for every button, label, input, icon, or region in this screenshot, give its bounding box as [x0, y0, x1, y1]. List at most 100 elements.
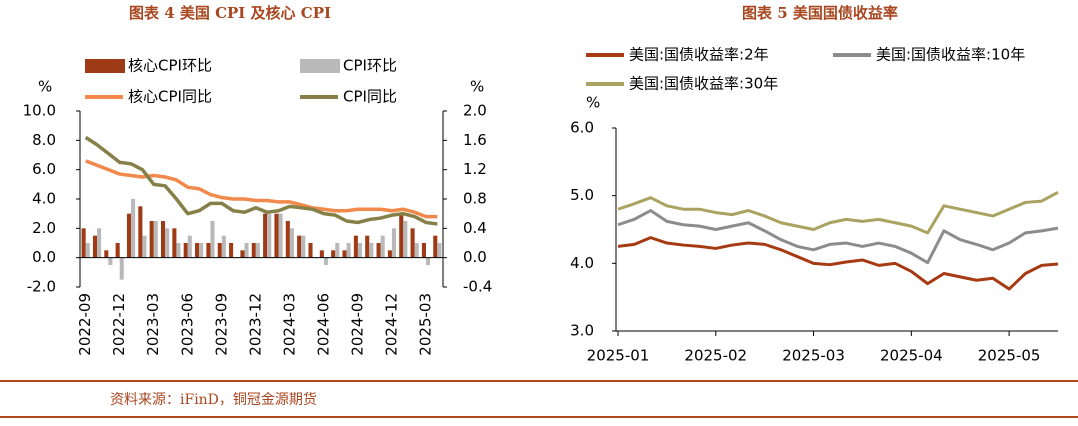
- bar: [126, 213, 132, 258]
- legend-label: 美国:国债收益率:2年: [629, 46, 769, 64]
- bar: [319, 250, 324, 258]
- bar: [85, 243, 90, 258]
- y2-tick-label: -0.4: [463, 278, 492, 296]
- legend-label: CPI同比: [343, 88, 397, 106]
- bar: [108, 257, 113, 265]
- y-axis-unit: %: [586, 94, 600, 112]
- x-tick-label: 2025-03: [782, 347, 845, 365]
- legend-label: 美国:国债收益率:30年: [629, 75, 778, 93]
- bar: [210, 221, 215, 258]
- y-tick-label: 3.0: [570, 322, 594, 340]
- bar: [301, 235, 306, 258]
- bar: [183, 243, 188, 258]
- y-tick-label: 6.0: [570, 119, 594, 137]
- line: [85, 159, 438, 219]
- bar: [342, 250, 347, 258]
- bar: [278, 213, 283, 258]
- bar: [81, 228, 86, 258]
- bar: [251, 243, 256, 258]
- y-axis-unit: %: [38, 78, 52, 96]
- bar: [331, 250, 336, 258]
- bar: [421, 243, 426, 258]
- y-tick-label: 4.0: [570, 254, 594, 272]
- bar: [353, 235, 358, 258]
- bar: [425, 257, 431, 265]
- legend-swatch: [85, 59, 125, 73]
- x-tick-label: 2025-02: [684, 347, 747, 365]
- bar: [206, 243, 211, 258]
- x-tick-label: 2022-12: [110, 293, 128, 356]
- bar: [97, 228, 102, 258]
- line: [617, 190, 1059, 235]
- y2-tick-label: 2.0: [463, 102, 487, 120]
- bar: [335, 243, 340, 258]
- y2-tick-label: 0.8: [463, 190, 487, 208]
- x-tick-label: 2023-12: [246, 293, 264, 356]
- line: [617, 236, 1059, 291]
- bar: [229, 243, 234, 258]
- y-tick-label: 4.0: [32, 190, 56, 208]
- bar: [369, 243, 374, 258]
- bar: [217, 243, 222, 258]
- bar: [104, 250, 109, 258]
- title: 图表 4 美国 CPI 及核心 CPI: [129, 4, 331, 22]
- y-tick-label: 8.0: [32, 131, 56, 149]
- legend-label: 美国:国债收益率:10年: [876, 46, 1025, 64]
- x-tick-label: 2023-03: [144, 293, 162, 356]
- bar: [365, 235, 370, 258]
- bar: [138, 206, 143, 258]
- bar: [263, 213, 268, 258]
- y-tick-label: 10.0: [23, 102, 56, 120]
- y2-axis-unit: %: [470, 78, 484, 96]
- bar: [267, 213, 272, 258]
- y-tick-label: 0.0: [32, 248, 56, 266]
- bar: [399, 213, 404, 258]
- bar: [387, 250, 392, 258]
- bar: [308, 243, 313, 258]
- title: 图表 5 美国国债收益率: [742, 4, 898, 22]
- bar: [376, 243, 381, 258]
- bar: [176, 243, 181, 258]
- x-tick-label: 2025-05: [978, 347, 1041, 365]
- bar: [221, 235, 226, 258]
- x-tick-label: 2023-06: [178, 293, 196, 356]
- y2-tick-label: 0.4: [463, 219, 487, 237]
- legend-label: 核心CPI同比: [128, 88, 212, 106]
- bar: [187, 235, 192, 258]
- bar: [131, 199, 136, 258]
- y-tick-label: 6.0: [32, 160, 56, 178]
- y2-tick-label: 1.6: [463, 131, 487, 149]
- bar: [244, 243, 249, 258]
- bar: [274, 213, 279, 258]
- bar: [410, 228, 415, 258]
- bar: [297, 235, 302, 258]
- x-tick-label: 2025-03: [416, 293, 434, 356]
- x-tick-label: 2024-03: [280, 293, 298, 356]
- y-tick-label: -2.0: [27, 278, 56, 296]
- x-tick-label: 2025-04: [880, 347, 943, 365]
- x-tick-label: 2025-01: [587, 347, 650, 365]
- bar: [199, 243, 204, 258]
- bar: [92, 235, 98, 258]
- bar: [380, 235, 385, 258]
- bar: [414, 243, 419, 258]
- x-tick-label: 2024-12: [382, 293, 400, 356]
- bar: [403, 221, 408, 258]
- bar: [172, 228, 177, 258]
- bar: [255, 243, 260, 258]
- y2-tick-label: 1.2: [463, 160, 487, 178]
- x-tick-label: 2024-09: [348, 293, 366, 356]
- bar: [119, 257, 124, 280]
- bar: [346, 243, 351, 258]
- legend-swatch: [300, 59, 340, 73]
- legend-label: CPI环比: [343, 57, 397, 75]
- y-tick-label: 2.0: [32, 219, 56, 237]
- bar: [195, 243, 200, 258]
- y-tick-label: 5.0: [570, 186, 594, 204]
- bar: [142, 235, 147, 258]
- x-tick-label: 2022-09: [76, 293, 94, 356]
- line: [617, 209, 1059, 265]
- x-tick-label: 2024-06: [314, 293, 332, 356]
